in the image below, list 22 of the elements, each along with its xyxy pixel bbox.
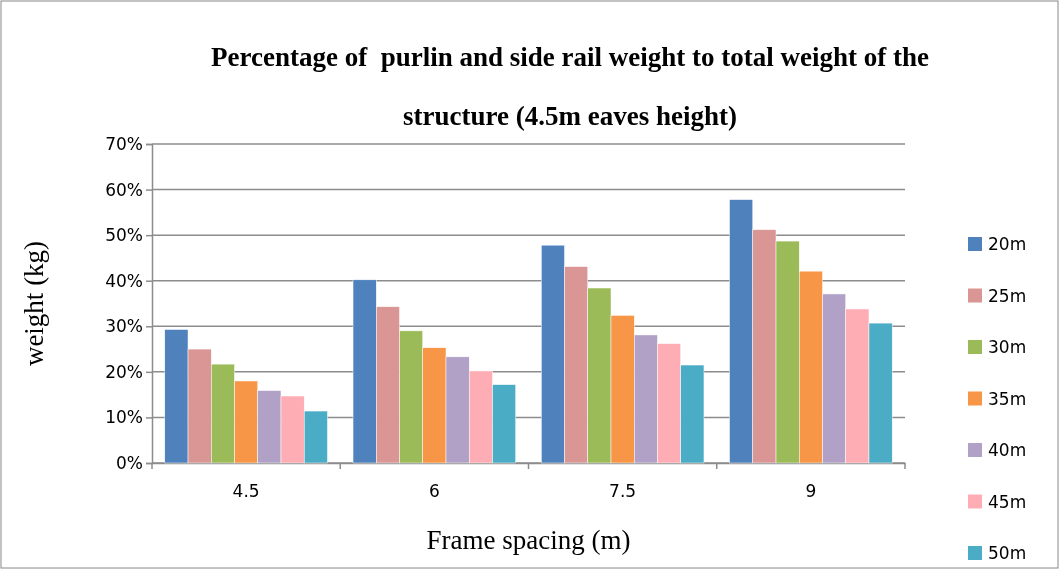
legend-label: 20m xyxy=(988,234,1027,254)
legend-label: 40m xyxy=(988,440,1027,460)
y-tick-label: 10% xyxy=(105,407,143,428)
y-tick-label: 20% xyxy=(105,361,143,382)
legend-label: 45m xyxy=(988,491,1027,512)
x-tick-label: 4.5 xyxy=(232,481,260,502)
y-tick-label: 70% xyxy=(105,133,143,154)
chart-title: Percentage of purlin and side rail weight to total weight of the structure (4.5m eaves height) xyxy=(211,42,929,131)
y-tick-label: 40% xyxy=(105,270,143,291)
legend-label: 30m xyxy=(988,337,1027,357)
x-tick-label: 7.5 xyxy=(609,481,637,502)
legend-label: 50m xyxy=(988,543,1027,563)
y-axis-title: weight (kg) xyxy=(19,240,49,367)
x-tick-label: 9 xyxy=(805,481,817,502)
x-axis-title: Frame spacing (m) xyxy=(426,525,631,555)
x-tick-label: 6 xyxy=(428,481,440,502)
legend-label: 35m xyxy=(988,388,1027,409)
y-tick-label: 30% xyxy=(105,316,143,337)
y-tick-label: 60% xyxy=(105,179,143,200)
legend-label: 25m xyxy=(988,285,1027,306)
y-tick-label: 0% xyxy=(116,452,143,473)
y-tick-label: 50% xyxy=(105,225,143,246)
